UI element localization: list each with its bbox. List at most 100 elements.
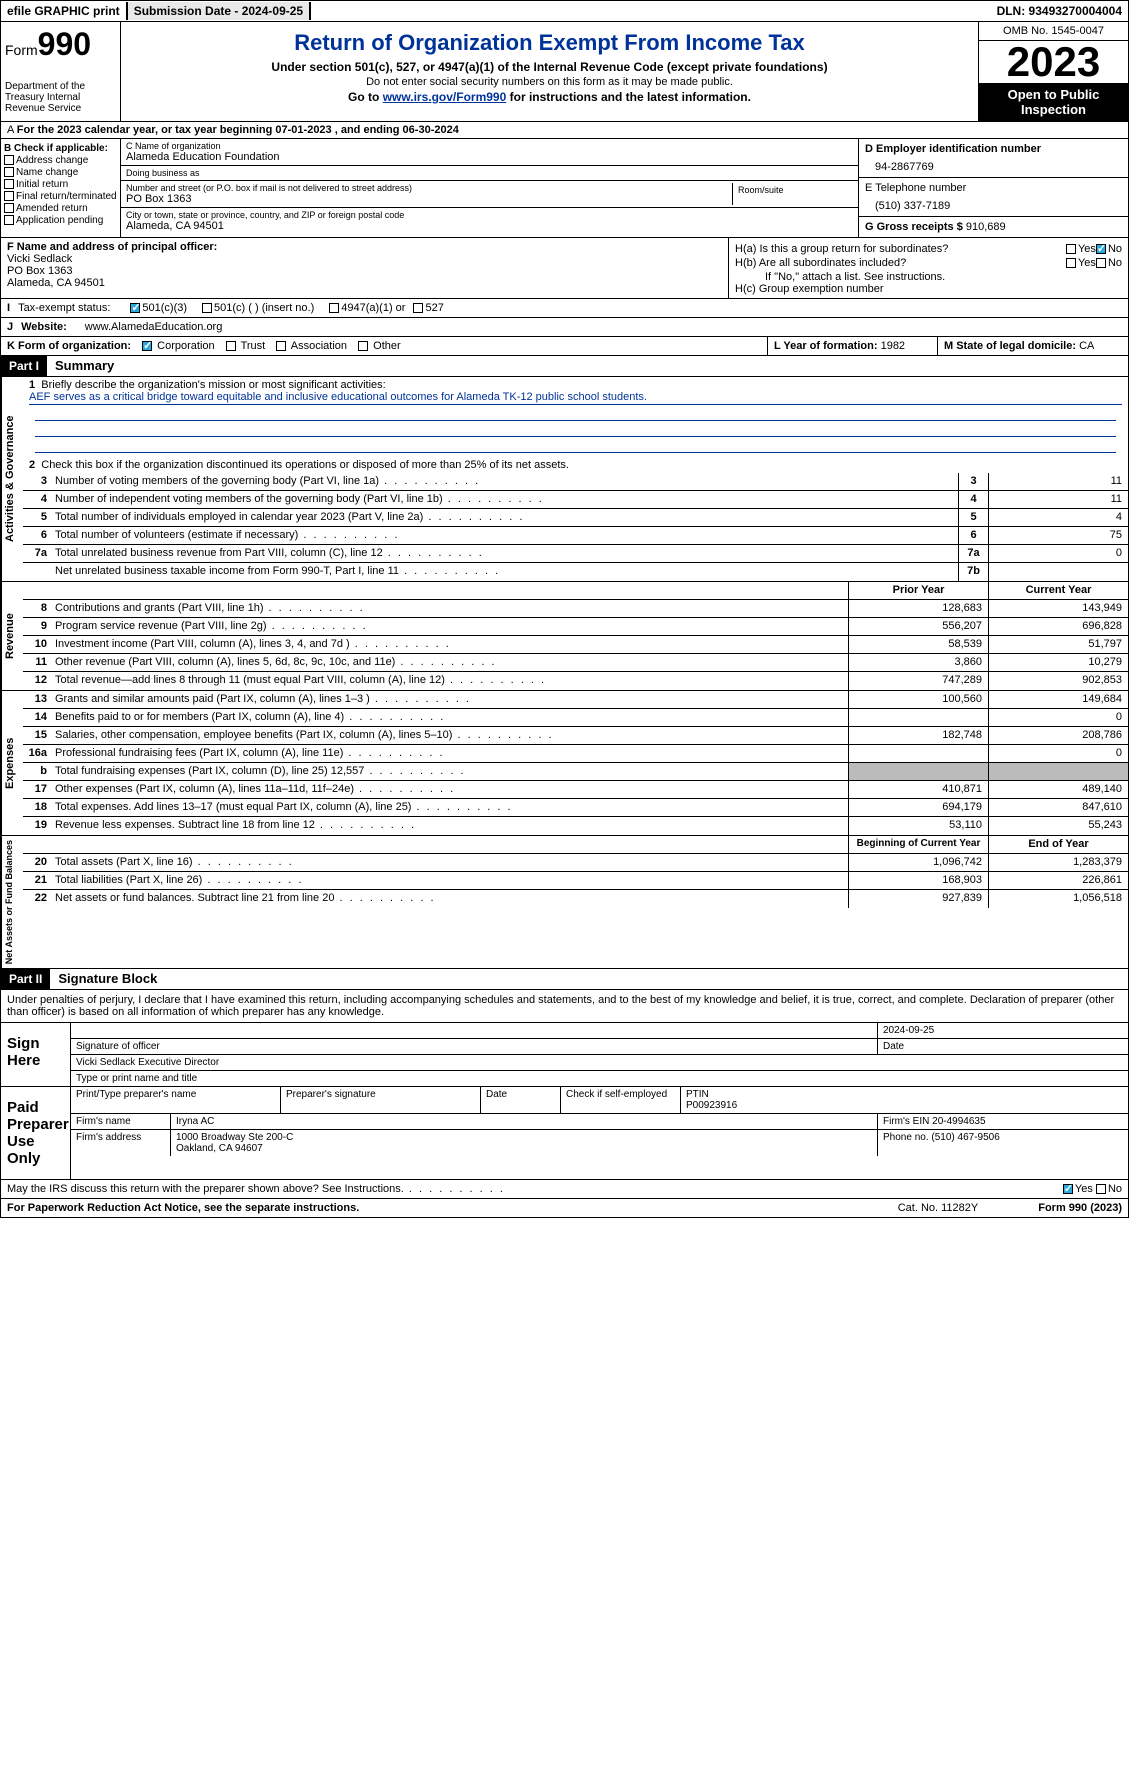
chk-initial[interactable]: Initial return [4, 179, 117, 190]
rev-header-row: Prior Year Current Year [23, 582, 1128, 600]
website-value: www.AlamedaEducation.org [85, 321, 223, 333]
subtitle-1: Under section 501(c), 527, or 4947(a)(1)… [131, 60, 968, 74]
signature-intro: Under penalties of perjury, I declare th… [0, 990, 1129, 1023]
data-line: 8Contributions and grants (Part VIII, li… [23, 600, 1128, 618]
mission-block: 1 Briefly describe the organization's mi… [23, 377, 1128, 457]
submission-date: Submission Date - 2024-09-25 [128, 2, 311, 20]
h-b-row: H(b) Are all subordinates included? Yes … [735, 257, 1122, 269]
discuss-no[interactable] [1096, 1184, 1106, 1194]
h-c: H(c) Group exemption number [735, 283, 1122, 295]
box-b-title: B Check if applicable: [4, 143, 117, 154]
chk-501c3[interactable] [130, 303, 140, 313]
paid-preparer-block: Paid Preparer Use Only Print/Type prepar… [0, 1087, 1129, 1180]
ein-field: D Employer identification number 94-2867… [859, 139, 1128, 178]
activities-governance: Activities & Governance 1 Briefly descri… [0, 377, 1129, 582]
data-line: 14Benefits paid to or for members (Part … [23, 709, 1128, 727]
hb-yes[interactable] [1066, 258, 1076, 268]
vtab-net-assets: Net Assets or Fund Balances [1, 836, 23, 968]
section-f-h: F Name and address of principal officer:… [0, 238, 1129, 299]
section-b-through-g: B Check if applicable: Address change Na… [0, 139, 1129, 238]
data-line: 20Total assets (Part X, line 16)1,096,74… [23, 854, 1128, 872]
public-inspection: Open to Public Inspection [979, 83, 1128, 121]
efile-label: efile GRAPHIC print [1, 2, 128, 20]
gov-line: 4Number of independent voting members of… [23, 491, 1128, 509]
h-a-row: H(a) Is this a group return for subordin… [735, 243, 1122, 255]
discuss-yes[interactable] [1063, 1184, 1073, 1194]
page-footer: For Paperwork Reduction Act Notice, see … [0, 1199, 1129, 1218]
dln: DLN: 93493270004004 [991, 2, 1128, 20]
dept-treasury: Department of the Treasury Internal Reve… [5, 81, 116, 114]
gross-receipts: G Gross receipts $ 910,689 [859, 217, 1128, 237]
part-2-header: Part IISignature Block [0, 969, 1129, 990]
chk-final[interactable]: Final return/terminated [4, 191, 117, 202]
state-domicile: M State of legal domicile: CA [938, 337, 1128, 355]
main-title: Return of Organization Exempt From Incom… [131, 30, 968, 56]
vtab-governance: Activities & Governance [1, 377, 23, 581]
expenses-section: Expenses 13Grants and similar amounts pa… [0, 691, 1129, 836]
chk-name[interactable]: Name change [4, 167, 117, 178]
org-name-field: C Name of organization Alameda Education… [121, 139, 858, 166]
chk-trust[interactable] [226, 341, 236, 351]
form-number: Form990 [5, 26, 116, 63]
officer-label: F Name and address of principal officer: [7, 241, 722, 253]
data-line: bTotal fundraising expenses (Part IX, co… [23, 763, 1128, 781]
chk-pending[interactable]: Application pending [4, 215, 117, 226]
data-line: 17Other expenses (Part IX, column (A), l… [23, 781, 1128, 799]
top-bar: efile GRAPHIC print Submission Date - 20… [0, 0, 1129, 22]
line-i: ITax-exempt status: 501(c)(3) 501(c) ( )… [0, 299, 1129, 318]
sign-here-label: Sign Here [1, 1023, 71, 1086]
data-line: 10Investment income (Part VIII, column (… [23, 636, 1128, 654]
gov-line: 6Total number of volunteers (estimate if… [23, 527, 1128, 545]
h-note: If "No," attach a list. See instructions… [735, 271, 1122, 283]
gov-line: Net unrelated business taxable income fr… [23, 563, 1128, 581]
hb-no[interactable] [1096, 258, 1106, 268]
irs-link[interactable]: www.irs.gov/Form990 [383, 90, 507, 104]
paid-preparer-label: Paid Preparer Use Only [1, 1087, 71, 1179]
chk-amended[interactable]: Amended return [4, 203, 117, 214]
gov-line: 7aTotal unrelated business revenue from … [23, 545, 1128, 563]
data-line: 16aProfessional fundraising fees (Part I… [23, 745, 1128, 763]
sign-here-block: Sign Here 2024-09-25 Signature of office… [0, 1023, 1129, 1087]
chk-4947[interactable] [329, 303, 339, 313]
data-line: 11Other revenue (Part VIII, column (A), … [23, 654, 1128, 672]
data-line: 9Program service revenue (Part VIII, lin… [23, 618, 1128, 636]
officer-addr1: PO Box 1363 [7, 265, 722, 277]
data-line: 21Total liabilities (Part X, line 26)168… [23, 872, 1128, 890]
line-k-l-m: K Form of organization: Corporation Trus… [0, 337, 1129, 356]
chk-527[interactable] [413, 303, 423, 313]
data-line: 19Revenue less expenses. Subtract line 1… [23, 817, 1128, 835]
vtab-expenses: Expenses [1, 691, 23, 835]
dba-field: Doing business as [121, 166, 858, 181]
vtab-revenue: Revenue [1, 582, 23, 690]
chk-other[interactable] [358, 341, 368, 351]
data-line: 18Total expenses. Add lines 13–17 (must … [23, 799, 1128, 817]
line-j: JWebsite: www.AlamedaEducation.org [0, 318, 1129, 337]
line-a: A For the 2023 calendar year, or tax yea… [0, 122, 1129, 139]
net-assets-section: Net Assets or Fund Balances Beginning of… [0, 836, 1129, 969]
chk-assoc[interactable] [276, 341, 286, 351]
address-field: Number and street (or P.O. box if mail i… [121, 181, 858, 208]
officer-addr2: Alameda, CA 94501 [7, 277, 722, 289]
ha-yes[interactable] [1066, 244, 1076, 254]
chk-corp[interactable] [142, 341, 152, 351]
tax-year: 2023 [979, 41, 1128, 83]
officer-name: Vicki Sedlack [7, 253, 722, 265]
form-header: Form990 Department of the Treasury Inter… [0, 22, 1129, 122]
data-line: 22Net assets or fund balances. Subtract … [23, 890, 1128, 908]
chk-501c[interactable] [202, 303, 212, 313]
phone-field: E Telephone number (510) 337-7189 [859, 178, 1128, 217]
revenue-section: Revenue Prior Year Current Year 8Contrib… [0, 582, 1129, 691]
ha-no[interactable] [1096, 244, 1106, 254]
line-2: 2 Check this box if the organization dis… [23, 457, 1128, 473]
city-field: City or town, state or province, country… [121, 208, 858, 234]
data-line: 15Salaries, other compensation, employee… [23, 727, 1128, 745]
chk-address[interactable]: Address change [4, 155, 117, 166]
net-header-row: Beginning of Current Year End of Year [23, 836, 1128, 854]
gov-line: 5Total number of individuals employed in… [23, 509, 1128, 527]
gov-line: 3Number of voting members of the governi… [23, 473, 1128, 491]
data-line: 13Grants and similar amounts paid (Part … [23, 691, 1128, 709]
discuss-line: May the IRS discuss this return with the… [0, 1180, 1129, 1199]
subtitle-2: Do not enter social security numbers on … [131, 76, 968, 88]
part-1-header: Part ISummary [0, 356, 1129, 377]
data-line: 12Total revenue—add lines 8 through 11 (… [23, 672, 1128, 690]
